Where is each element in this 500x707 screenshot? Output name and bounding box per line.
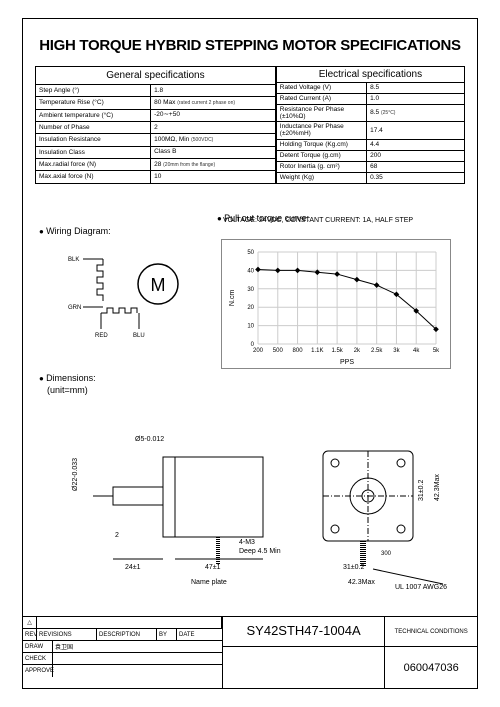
elec-header: Electrical specifications [276,67,464,83]
wire-spec: UL 1007 AWG26 [395,584,447,589]
spec-row: Temperature Rise (°C)80 Max (rated curre… [36,97,276,109]
svg-text:30: 30 [247,287,254,293]
spec-row: Weight (Kg)0.35 [276,172,464,183]
doc-number: 060047036 [385,647,477,689]
dim-label: Dimensions: [39,373,96,383]
frame-h: 42.3Max [348,579,375,586]
torque-chart: 010203040502005008001.1K1.5k2k2.5k3k4k5k… [221,239,451,369]
svg-text:40: 40 [247,268,254,274]
nameplate-label: Name plate [191,579,227,586]
wire-grn: GRN [68,305,81,311]
svg-text:800: 800 [293,348,304,354]
spec-row: Rated Voltage (V)8.5 [276,83,464,94]
dim-unit: (unit=mm) [47,385,88,395]
svg-text:N.cm: N.cm [229,290,236,307]
drawing-frame: HIGH TORQUE HYBRID STEPPING MOTOR SPECIF… [22,18,478,689]
spec-row: Holding Torque (Kg.cm)4.4 [276,139,464,150]
mount-hole: 4-M3 [239,539,255,546]
gen-header: General specifications [36,67,276,85]
svg-text:5k: 5k [433,348,440,354]
svg-text:4k: 4k [413,348,420,354]
wiring-label: Wiring Diagram: [39,226,111,236]
wire-blk: BLK [68,257,79,263]
wire-blu: BLU [133,333,145,339]
rev-hdr: REV [23,629,37,640]
wiring-diagram: BLK GRN RED BLU M [63,249,203,349]
svg-text:20: 20 [247,305,254,311]
approve-label: APPROVE [23,665,53,677]
svg-text:10: 10 [247,324,254,330]
svg-text:M: M [151,275,166,295]
spec-row: Detent Torque (g.cm)200 [276,150,464,161]
dimension-drawing: Ø5-0.012 Ø22-0.033 2 24±1 47±1 Name plat… [63,429,437,589]
spec-row: Rated Current (A)1.0 [276,94,464,105]
svg-text:1.1K: 1.1K [311,348,323,354]
lead-len: 300 [381,551,392,557]
general-spec-table: General specifications Step Angle (°)1.8… [35,66,276,184]
dim-shaft-len: 24±1 [125,564,141,571]
svg-text:2k: 2k [354,348,361,354]
svg-text:3k: 3k [393,348,400,354]
title-block: △ REV REVISIONS DESCRIPTION BY DATE DRAW… [23,616,477,688]
spec-row: Insulation Resistance100MΩ, Min (500VDC) [36,134,276,146]
svg-text:PPS: PPS [340,359,354,366]
wire-red: RED [95,333,108,339]
dim-body-len: 47±1 [205,564,221,571]
spec-row: Number of Phase2 [36,121,276,133]
revisions-hdr: REVISIONS [37,629,97,640]
dim-flat: 2 [115,532,119,539]
page-title: HIGH TORQUE HYBRID STEPPING MOTOR SPECIF… [35,37,465,54]
hole-pitch-v: 31±0.2 [418,480,425,501]
dim-shaft-dia: Ø5-0.012 [135,436,164,443]
electrical-spec-table: Electrical specifications Rated Voltage … [276,66,465,184]
mount-depth: Deep 4.5 Min [239,548,281,555]
draw-label: DRAW [23,641,53,652]
draw-val: 袁卫国 [53,641,222,652]
curve-subtitle: VOLTAGE: 24VDC, CONSTANT CURRENT: 1A, HA… [223,217,413,224]
frame-v: 42.3Max [434,474,441,501]
svg-text:2.5k: 2.5k [371,348,383,354]
spec-row: Max.radial force (N)28 (20mm from the fl… [36,158,276,170]
svg-text:200: 200 [253,348,264,354]
dim-pilot: Ø22-0.033 [72,458,79,491]
spec-row: Insulation ClassClass B [36,146,276,158]
spec-row: Inductance Per Phase (±20%mH)17.4 [276,122,464,139]
spec-row: Ambient temperature (°C)-20∼+50 [36,109,276,121]
spec-row: Resistance Per Phase (±10%Ω)8.5 (25°C) [276,105,464,122]
model-number: SY42STH47-1004A [223,617,386,646]
by-hdr: BY [157,629,177,640]
spec-row: Rotor Inertia (g. cm²)68 [276,161,464,172]
spec-row: Step Angle (°)1.8 [36,84,276,96]
spec-tables: General specifications Step Angle (°)1.8… [35,66,465,184]
svg-text:50: 50 [247,250,254,256]
tech-label: TECHNICAL CONDITIONS [385,617,477,646]
spec-row: Max.axial force (N)10 [36,171,276,183]
desc-hdr: DESCRIPTION [97,629,157,640]
check-label: CHECK [23,653,53,664]
rev-triangle: △ [23,617,37,628]
svg-text:1.5k: 1.5k [331,348,343,354]
date-hdr: DATE [177,629,222,640]
svg-text:500: 500 [273,348,284,354]
